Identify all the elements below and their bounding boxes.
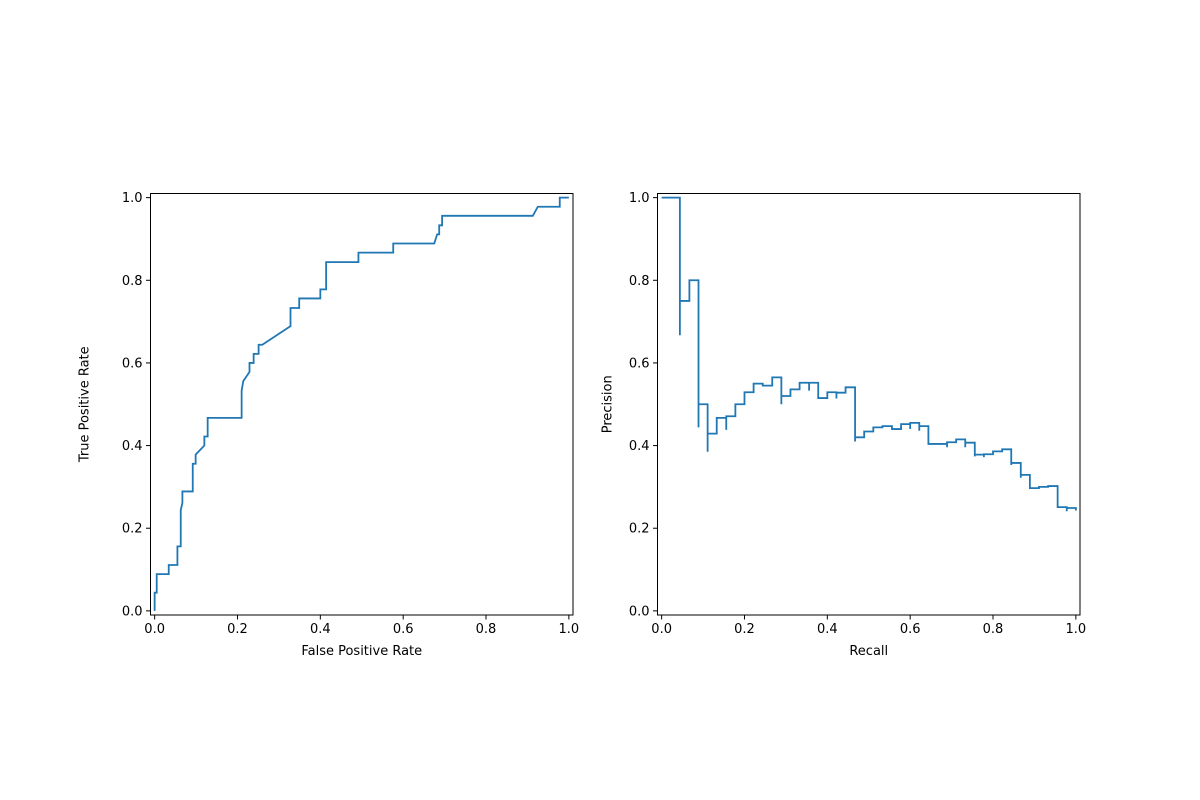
x-tick-label: 0.6 — [900, 622, 921, 637]
x-axis-label: Recall — [849, 644, 888, 659]
y-axis-label: Precision — [601, 375, 616, 433]
y-tick-label: 0.4 — [629, 439, 650, 454]
x-tick-label: 0.2 — [227, 622, 248, 637]
y-tick-label: 1.0 — [629, 191, 650, 206]
y-tick-label: 0.2 — [629, 522, 650, 537]
y-tick-label: 0.8 — [122, 274, 143, 289]
curve-line — [153, 196, 569, 611]
x-tick-label: 0.0 — [651, 622, 672, 637]
axes-frame — [150, 193, 574, 616]
y-tick-label: 0.2 — [122, 522, 143, 537]
x-tick-label: 1.0 — [1066, 622, 1087, 637]
y-tick-label: 1.0 — [122, 191, 143, 206]
x-tick-label: 1.0 — [559, 622, 580, 637]
precision-recall-axes: 0.0 0.2 0.4 0.6 0.8 1.0 0.0 0.2 0.4 0.6 0.8 1.0 Reca… — [601, 191, 1087, 659]
curve-line — [661, 196, 1077, 512]
x-tick-label: 0.8 — [983, 622, 1004, 637]
x-tick-label: 0.0 — [144, 622, 165, 637]
y-tick-label: 0.8 — [629, 274, 650, 289]
x-tick-label: 0.8 — [476, 622, 497, 637]
x-tick-label: 0.6 — [393, 622, 414, 637]
x-tick-label: 0.4 — [310, 622, 331, 637]
y-axis-label: True Positive Rate — [78, 346, 93, 463]
x-tick-label: 0.4 — [817, 622, 838, 637]
y-tick-label: 0.0 — [122, 604, 143, 619]
axes-frame — [657, 193, 1081, 616]
roc-curve-axes: 0.0 0.2 0.4 0.6 0.8 1.0 0.0 0.2 0.4 0.6 0.8 1.0 Fals… — [78, 191, 580, 659]
y-tick-label: 0.0 — [629, 604, 650, 619]
y-tick-label: 0.6 — [629, 356, 650, 371]
y-tick-label: 0.4 — [122, 439, 143, 454]
x-axis-label: False Positive Rate — [301, 644, 422, 659]
y-tick-label: 0.6 — [122, 356, 143, 371]
x-tick-label: 0.2 — [734, 622, 755, 637]
